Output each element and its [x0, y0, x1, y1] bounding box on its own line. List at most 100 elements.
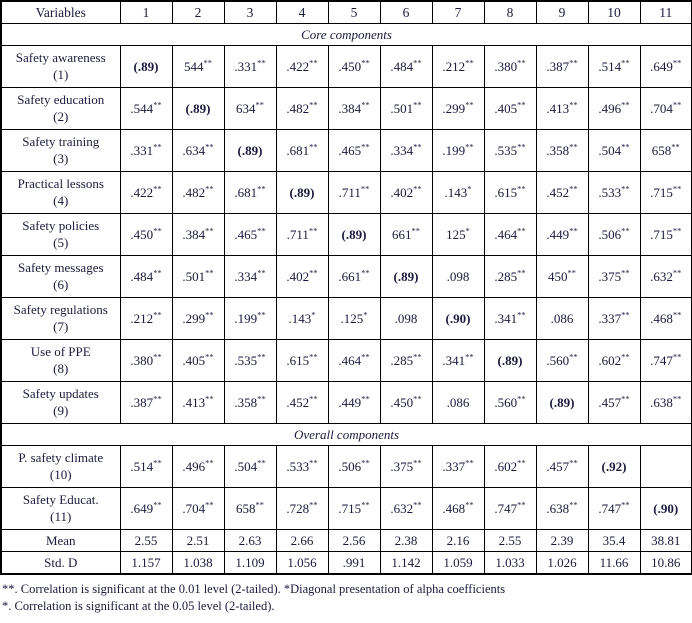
- significance-stars: **: [361, 499, 370, 510]
- significance-stars: **: [257, 309, 266, 320]
- section-row: Core components: [0, 23, 692, 46]
- significance-stars: **: [361, 457, 370, 468]
- matrix-cell: .506**: [587, 213, 641, 256]
- matrix-cell: .649**: [639, 45, 692, 88]
- matrix-cell: .125*: [327, 297, 381, 340]
- significance-stars: **: [205, 457, 214, 468]
- significance-stars: **: [517, 99, 526, 110]
- significance-stars: **: [569, 57, 578, 68]
- matrix-cell: .384**: [327, 87, 381, 130]
- significance-stars: **: [257, 57, 266, 68]
- variable-name: Safety regulations: [13, 302, 108, 318]
- summary-cell: 1.038: [171, 551, 225, 575]
- matrix-cell: .337**: [431, 445, 485, 488]
- matrix-cell: (.89): [379, 255, 433, 298]
- variable-number: (9): [53, 402, 69, 418]
- summary-cell: 11.66: [587, 551, 641, 575]
- significance-stars: **: [153, 183, 162, 194]
- matrix-cell: (.89): [223, 129, 277, 172]
- variable-name: Safety messages: [17, 260, 104, 276]
- matrix-cell: .615**: [275, 339, 329, 382]
- matrix-cell: .375**: [587, 255, 641, 298]
- matrix-cell: .602**: [587, 339, 641, 382]
- summary-cell: .991: [327, 551, 381, 575]
- summary-cell: 1.033: [483, 551, 537, 575]
- matrix-cell: .514**: [119, 445, 173, 488]
- significance-stars: **: [308, 225, 318, 236]
- matrix-cell: .482**: [275, 87, 329, 130]
- matrix-cell: .086: [535, 297, 589, 340]
- matrix-cell: .380**: [483, 45, 537, 88]
- significance-stars: **: [257, 183, 266, 194]
- matrix-cell: .711**: [327, 171, 381, 214]
- variable-number: (8): [53, 360, 69, 376]
- matrix-cell: .465**: [327, 129, 381, 172]
- variable-name: Use of PPE: [30, 344, 91, 360]
- row-label: Safety awareness (1): [0, 45, 121, 88]
- column-header: 7: [431, 0, 485, 24]
- matrix-cell: .452**: [275, 381, 329, 424]
- matrix-cell: .405**: [483, 87, 537, 130]
- variable-number: (2): [53, 108, 69, 124]
- variable-name: Safety updates: [22, 386, 99, 402]
- summary-cell: 2.39: [535, 529, 589, 552]
- significance-stars: **: [309, 457, 318, 468]
- section-label: Overall components: [0, 423, 692, 446]
- summary-cell: 10.86: [639, 551, 692, 575]
- matrix-cell: 450**: [535, 255, 589, 298]
- summary-cell: 1.026: [535, 551, 589, 575]
- footnote-significance-001: **. Correlation is significant at the 0.…: [2, 582, 506, 596]
- significance-stars: **: [255, 99, 265, 110]
- matrix-cell: .484**: [379, 45, 433, 88]
- matrix-cell: .560**: [483, 381, 537, 424]
- section-label: Core components: [0, 23, 692, 46]
- significance-stars: **: [569, 99, 578, 110]
- table-row: P. safety climate (10) .514** .496** .504**.…: [0, 445, 692, 488]
- row-label: Safety training (3): [0, 129, 121, 172]
- significance-stars: **: [205, 183, 214, 194]
- matrix-cell: (.89): [535, 381, 589, 424]
- row-label: Safety messages (6): [0, 255, 121, 298]
- summary-cell: 2.56: [327, 529, 381, 552]
- significance-stars: **: [672, 267, 682, 278]
- matrix-cell: .334**: [223, 255, 277, 298]
- matrix-cell: (.89): [171, 87, 225, 130]
- table-row: Use of PPE (8) .380** .405** .535** .615** .46…: [0, 339, 692, 382]
- matrix-cell: .715**: [639, 171, 692, 214]
- matrix-cell: (.89): [483, 339, 537, 382]
- variable-name: Safety education: [17, 92, 105, 108]
- matrix-cell: .449**: [535, 213, 589, 256]
- significance-stars: **: [621, 141, 630, 152]
- correlation-table-body: Variables 1 2 3 4 5 6 7 8 9 10 11 Core components Saf…: [0, 0, 692, 575]
- matrix-cell: 658**: [223, 487, 277, 530]
- column-header: 4: [275, 0, 329, 24]
- matrix-cell: .402**: [275, 255, 329, 298]
- variable-number: (7): [53, 318, 69, 334]
- table-row: Practical lessons (4) .422** .482** .681** (.…: [0, 171, 692, 214]
- matrix-cell: .514**: [587, 45, 641, 88]
- significance-stars: **: [153, 499, 162, 510]
- significance-stars: **: [517, 457, 526, 468]
- summary-cell: 1.142: [379, 551, 433, 575]
- matrix-cell: (.92): [587, 445, 641, 488]
- matrix-cell: .199**: [431, 129, 485, 172]
- significance-stars: **: [205, 393, 214, 404]
- significance-stars: **: [517, 499, 526, 510]
- summary-cell: 1.109: [223, 551, 277, 575]
- significance-stars: **: [153, 141, 162, 152]
- matrix-cell: .413**: [535, 87, 589, 130]
- matrix-cell: .098: [431, 255, 485, 298]
- significance-stars: **: [672, 351, 682, 362]
- significance-stars: **: [465, 499, 474, 510]
- significance-stars: **: [203, 57, 213, 68]
- matrix-cell: .504**: [223, 445, 277, 488]
- matrix-cell: .358**: [535, 129, 589, 172]
- matrix-cell: (.89): [327, 213, 381, 256]
- significance-stars: **: [361, 393, 370, 404]
- significance-stars: **: [621, 225, 630, 236]
- header-row: Variables 1 2 3 4 5 6 7 8 9 10 11: [0, 0, 692, 24]
- table-row: Safety Educat. (11) .649** .704** 658** .728*…: [0, 487, 692, 530]
- table-row: Safety policies (5) .450** .384** .465** .711…: [0, 213, 692, 256]
- matrix-cell: .143*: [275, 297, 329, 340]
- variable-name: Safety training: [22, 134, 100, 150]
